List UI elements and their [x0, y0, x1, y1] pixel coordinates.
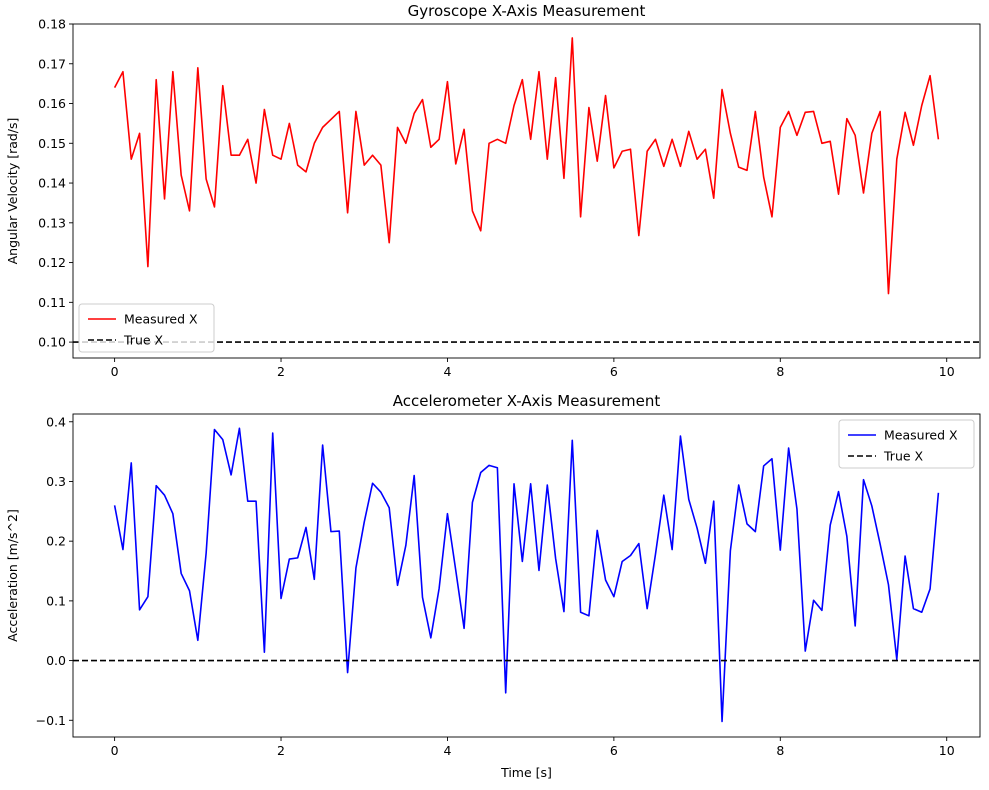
- x-tick-label: 6: [610, 743, 618, 758]
- plot-area: [73, 37, 980, 343]
- y-axis-label: Angular Velocity [rad/s]: [5, 118, 20, 265]
- y-tick-label: 0.10: [38, 335, 66, 350]
- legend-label: Measured X: [124, 312, 198, 327]
- series-measured-x-line: [113, 37, 940, 295]
- x-tick-label: 2: [277, 743, 285, 758]
- y-tick-label: 0.13: [38, 215, 66, 230]
- y-tick-label: 0.16: [38, 96, 66, 111]
- legend-label: Measured X: [884, 428, 958, 443]
- chart-2: Accelerometer X-Axis Measurement 0 2 4 6 8 10 −…: [5, 392, 981, 780]
- legend-label: True X: [123, 333, 164, 348]
- legend: Measured X True X: [78, 303, 215, 353]
- y-tick-label: 0.2: [46, 534, 66, 549]
- axes-frame: [72, 23, 981, 359]
- x-tick-label: 2: [277, 364, 285, 379]
- y-tick-label: 0.4: [46, 414, 66, 429]
- x-axis-label: Time [s]: [500, 765, 552, 780]
- legend-label: True X: [883, 449, 924, 464]
- chart-title: Gyroscope X-Axis Measurement: [408, 2, 646, 20]
- y-tick-label: 0.1: [46, 593, 66, 608]
- y-tick-label: −0.1: [36, 713, 66, 728]
- y-tick-label: 0.18: [38, 17, 66, 32]
- plot-area: [73, 427, 980, 723]
- series-measured-x-line: [113, 427, 940, 723]
- y-tick-label: 0.14: [38, 176, 66, 191]
- x-tick-label: 8: [776, 743, 784, 758]
- x-tick-label: 10: [939, 364, 955, 379]
- y-tick-label: 0.12: [38, 255, 66, 270]
- axes-frame: [72, 413, 981, 738]
- x-tick-label: 6: [610, 364, 618, 379]
- legend: Measured X True X: [838, 419, 975, 469]
- y-tick-label: 0.17: [38, 56, 66, 71]
- y-tick-label: 0.0: [46, 653, 66, 668]
- y-tick-label: 0.15: [38, 136, 66, 151]
- x-tick-label: 4: [443, 364, 451, 379]
- x-tick-label: 4: [443, 743, 451, 758]
- y-axis-label: Acceleration [m/s^2]: [5, 509, 20, 642]
- chart-title: Accelerometer X-Axis Measurement: [393, 392, 661, 410]
- x-tick-label: 0: [111, 364, 119, 379]
- legend-box: [78, 303, 215, 353]
- y-tick-label: 0.3: [46, 474, 66, 489]
- y-tick-label: 0.11: [38, 295, 66, 310]
- x-tick-label: 10: [939, 743, 955, 758]
- legend-box: [838, 419, 975, 469]
- chart-1: Gyroscope X-Axis Measurement 0 2 4 6 8 10 0.10 0…: [5, 2, 981, 379]
- x-tick-label: 8: [776, 364, 784, 379]
- x-tick-label: 0: [111, 743, 119, 758]
